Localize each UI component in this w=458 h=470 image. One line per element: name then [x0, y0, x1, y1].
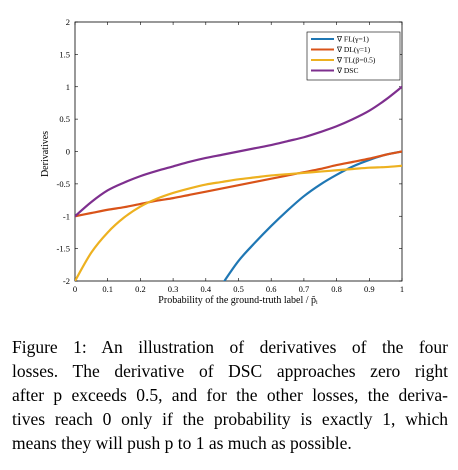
x-tick-label: 0.2: [135, 284, 146, 294]
x-tick-label: 0.5: [233, 284, 244, 294]
y-tick-label: 1: [66, 82, 70, 92]
x-tick-label: 0.1: [102, 284, 113, 294]
x-tick-label: 0.6: [266, 284, 277, 294]
legend-entry: ∇ TL(β=0.5): [336, 56, 376, 65]
x-tick-label: 0.4: [200, 284, 211, 294]
caption-line: means they will push p to 1 as much as p…: [12, 431, 448, 455]
caption-line: tives reach 0 only if the probability is…: [12, 407, 448, 431]
caption-line: Figure 1: An illustration of derivatives…: [12, 335, 448, 359]
x-tick-label: 1: [400, 284, 404, 294]
series-line: [75, 87, 402, 217]
x-tick-label: 0.3: [168, 284, 179, 294]
x-tick-label: 0.9: [364, 284, 375, 294]
y-tick-label: -1: [63, 211, 70, 221]
legend-entry: ∇ DSC: [336, 66, 358, 75]
figure-caption: Figure 1: An illustration of derivatives…: [12, 335, 448, 455]
series-line: [75, 152, 402, 217]
x-axis-label: Probability of the ground-truth label / …: [158, 295, 318, 306]
caption-line: losses. The derivative of DSC approaches…: [12, 359, 448, 383]
x-tick-label: 0: [73, 284, 77, 294]
y-tick-label: -1.5: [57, 244, 70, 254]
y-tick-label: -2: [63, 276, 70, 286]
x-tick-label: 0.8: [331, 284, 342, 294]
caption-line: after p exceeds 0.5, and for the other l…: [12, 383, 448, 407]
y-tick-label: 0.5: [59, 114, 70, 124]
x-tick-label: 0.7: [299, 284, 310, 294]
y-tick-label: 1.5: [59, 49, 70, 59]
legend-entry: ∇ DL(γ=1): [336, 45, 371, 54]
y-tick-label: 0: [66, 147, 70, 157]
series-group: [75, 87, 402, 284]
legend-entry: ∇ FL(γ=1): [336, 35, 369, 44]
y-axis-label: Derivatives: [40, 131, 51, 177]
derivatives-chart: 0 0.1 0.2 0.3 0.4 0.5 0.6 0.7 0.8 0.9 1 2 1.5 1 0.5 0 -0…: [0, 0, 458, 330]
y-tick-label: -0.5: [57, 179, 70, 189]
y-tick-label: 2: [66, 17, 70, 27]
